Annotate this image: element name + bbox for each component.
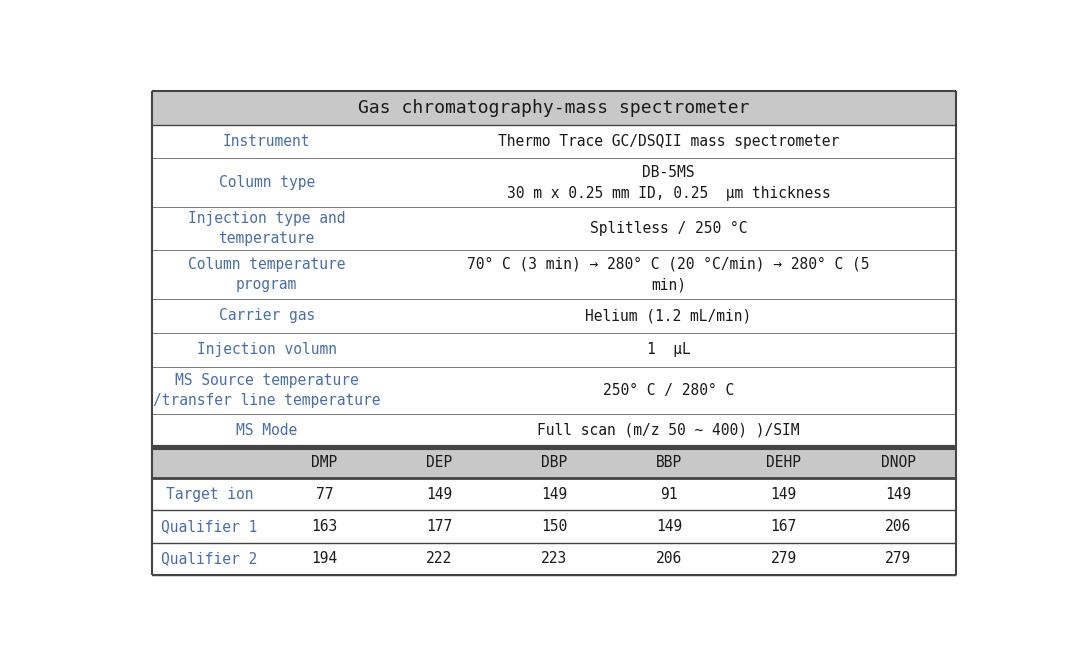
Text: 194: 194 bbox=[311, 552, 337, 566]
Text: Qualifier 2: Qualifier 2 bbox=[161, 552, 257, 566]
Text: Instrument: Instrument bbox=[223, 134, 310, 149]
Text: 206: 206 bbox=[885, 519, 911, 534]
Text: Injection volumn: Injection volumn bbox=[197, 342, 336, 357]
Text: Full scan (m/z 50 ~ 400) )/SIM: Full scan (m/z 50 ~ 400) )/SIM bbox=[537, 423, 800, 438]
Text: Target ion: Target ion bbox=[165, 487, 253, 501]
Bar bbox=[152, 510, 956, 542]
Text: 250° C / 280° C: 250° C / 280° C bbox=[603, 383, 734, 397]
Text: DB-5MS: DB-5MS bbox=[642, 165, 695, 180]
Bar bbox=[152, 207, 956, 250]
Text: 222: 222 bbox=[426, 552, 452, 566]
Text: 150: 150 bbox=[540, 519, 568, 534]
Text: min): min) bbox=[651, 277, 686, 293]
Text: Splitless / 250 °C: Splitless / 250 °C bbox=[590, 221, 747, 236]
Text: Column temperature
program: Column temperature program bbox=[188, 257, 346, 292]
Text: 177: 177 bbox=[426, 519, 452, 534]
Text: 149: 149 bbox=[426, 487, 452, 501]
Text: MS Mode: MS Mode bbox=[236, 423, 297, 438]
Text: 91: 91 bbox=[660, 487, 678, 501]
Bar bbox=[152, 125, 956, 158]
Bar bbox=[152, 250, 956, 299]
Bar bbox=[152, 299, 956, 333]
Text: 163: 163 bbox=[311, 519, 337, 534]
Text: 206: 206 bbox=[656, 552, 682, 566]
Text: DBP: DBP bbox=[540, 455, 568, 471]
Text: Gas chromatography-mass spectrometer: Gas chromatography-mass spectrometer bbox=[358, 99, 750, 117]
Bar bbox=[152, 366, 956, 413]
Bar bbox=[152, 447, 956, 478]
Bar bbox=[152, 413, 956, 447]
Text: 279: 279 bbox=[771, 552, 797, 566]
Text: Column type: Column type bbox=[218, 175, 315, 190]
Text: 70° C (3 min) → 280° C (20 °C/min) → 280° C (5: 70° C (3 min) → 280° C (20 °C/min) → 280… bbox=[467, 256, 870, 272]
Text: Carrier gas: Carrier gas bbox=[218, 308, 315, 324]
Text: BBP: BBP bbox=[656, 455, 682, 471]
Bar bbox=[152, 91, 956, 125]
Text: Injection type and
temperature: Injection type and temperature bbox=[188, 212, 346, 246]
Text: DEP: DEP bbox=[426, 455, 452, 471]
Text: 279: 279 bbox=[885, 552, 911, 566]
Text: 1  μL: 1 μL bbox=[646, 342, 691, 357]
Bar bbox=[152, 542, 956, 575]
Text: MS Source temperature
/transfer line temperature: MS Source temperature /transfer line tem… bbox=[152, 373, 381, 407]
Text: 149: 149 bbox=[885, 487, 911, 501]
Text: Qualifier 1: Qualifier 1 bbox=[161, 519, 257, 534]
Text: 30 m x 0.25 mm ID, 0.25  μm thickness: 30 m x 0.25 mm ID, 0.25 μm thickness bbox=[507, 186, 830, 201]
Bar bbox=[152, 478, 956, 510]
Text: DNOP: DNOP bbox=[881, 455, 916, 471]
Text: Helium (1.2 mL/min): Helium (1.2 mL/min) bbox=[586, 308, 751, 324]
Text: 149: 149 bbox=[656, 519, 682, 534]
Text: Thermo Trace GC/DSQII mass spectrometer: Thermo Trace GC/DSQII mass spectrometer bbox=[498, 134, 839, 149]
Text: 223: 223 bbox=[540, 552, 568, 566]
Bar bbox=[152, 333, 956, 366]
Text: 149: 149 bbox=[540, 487, 568, 501]
Text: 149: 149 bbox=[771, 487, 797, 501]
Text: 167: 167 bbox=[771, 519, 797, 534]
Text: DMP: DMP bbox=[311, 455, 337, 471]
Text: 77: 77 bbox=[316, 487, 333, 501]
Text: DEHP: DEHP bbox=[766, 455, 801, 471]
Bar bbox=[152, 158, 956, 207]
